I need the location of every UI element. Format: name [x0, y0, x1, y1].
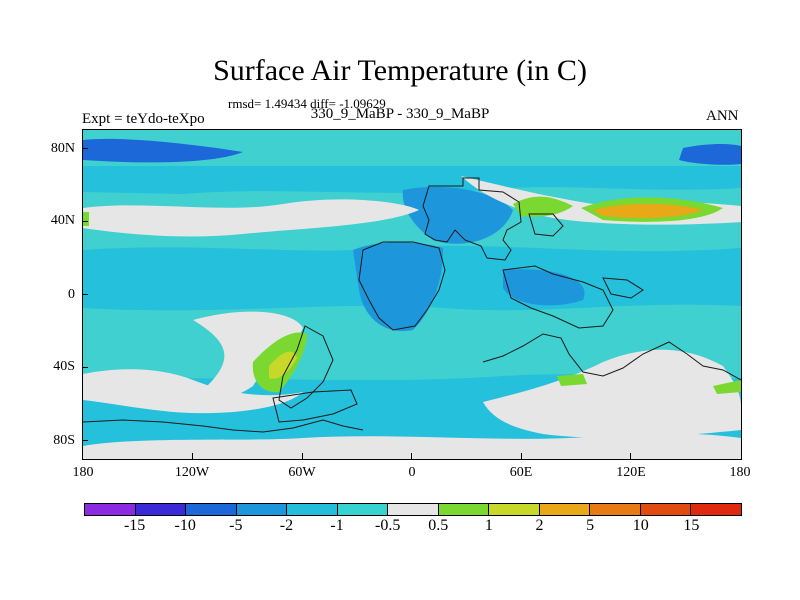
colorbar-label: -10: [174, 517, 196, 534]
colorbar-box-9: [539, 504, 591, 515]
north-pacific-neutral: [83, 199, 419, 237]
x-tick-mark-60w: [302, 453, 303, 459]
central-asia-warm: [513, 196, 573, 217]
colorbar-label: 10: [632, 517, 649, 534]
colorbar-box-11: [640, 504, 692, 515]
coastline-europe: [422, 177, 522, 261]
southern-ocean-neutral-east: [483, 349, 741, 438]
x-tick-180e: 180: [729, 465, 751, 480]
colorbar-box-12: [691, 504, 741, 515]
continent-interior-c: [503, 269, 585, 306]
y-tick-40s: 40S: [53, 359, 75, 374]
colorbar-box-10: [590, 504, 641, 515]
colorbar-box-5: [337, 504, 389, 515]
coastline-south-tip: [272, 389, 358, 423]
south-pacific-neutral: [193, 311, 303, 398]
coastline-islands: [602, 277, 644, 299]
y-tick-mark-40s: [82, 367, 88, 368]
x-tick-180w: 180: [72, 465, 94, 480]
coastline-antarctica-west: [83, 419, 364, 433]
coastline-south-america: [278, 325, 334, 409]
x-tick-mark-120e: [630, 453, 631, 459]
y-tick-80s: 80S: [53, 433, 75, 448]
coastline-africa: [358, 241, 446, 331]
y-tick-equator: 0: [68, 287, 75, 302]
west-edge-green: [83, 212, 89, 226]
plot-subtitle: 330_9_MaBP - 330_9_MaBP: [310, 106, 490, 122]
colorbar-box-7: [438, 504, 490, 515]
colorbar-label: -5: [229, 517, 243, 534]
x-tick-mark-120w: [192, 453, 193, 459]
season-label: ANN: [706, 108, 739, 124]
x-tick-120w: 120W: [174, 465, 210, 480]
colorbar-label: -2: [279, 517, 294, 534]
anomaly-map: [83, 130, 741, 459]
colorbar-label: 2: [535, 517, 544, 534]
plot-title: Surface Air Temperature (in C): [213, 54, 587, 87]
x-tick-0: 0: [408, 465, 416, 480]
colorbar-box-3: [236, 504, 288, 515]
arctic-deep-west: [83, 138, 243, 163]
colorbar-label: 0.5: [428, 517, 449, 534]
coastlines: [83, 177, 741, 433]
continent-interior-b: [402, 186, 513, 244]
coastline-india-se-asia: [502, 265, 614, 329]
colorbar-label: 5: [586, 517, 595, 534]
x-tick-mark-60e: [521, 453, 522, 459]
arctic-deep-east: [679, 144, 741, 165]
colorbar-box-0: [85, 504, 136, 515]
continent-interior-a: [353, 242, 443, 332]
map-plot-area: [83, 130, 741, 459]
colorbar-label: 1: [484, 517, 493, 534]
colorbar-label: 15: [683, 517, 700, 534]
colorbar-box-8: [489, 504, 540, 515]
east-asia-hot: [593, 204, 703, 218]
colorbar-box-2: [186, 504, 237, 515]
y-tick-mark-40n: [82, 221, 88, 222]
northern-band: [83, 166, 741, 194]
y-tick-mark-80n: [82, 148, 88, 149]
colorbar-label: -1: [330, 517, 344, 534]
experiment-label: Expt = teYdo-teXpo: [82, 111, 205, 127]
y-tick-mark-equator: [82, 294, 88, 295]
x-tick-60w: 60W: [288, 465, 316, 480]
colorbar: [84, 503, 742, 516]
antarctic-neutral: [83, 433, 741, 459]
colorbar-box-4: [287, 504, 338, 515]
south-america-hot: [269, 351, 297, 379]
colorbar-box-1: [135, 504, 187, 515]
colorbar-box-6: [388, 504, 439, 515]
colorbar-label: -15: [123, 517, 146, 534]
x-tick-60e: 60E: [509, 465, 533, 480]
y-tick-mark-80s: [82, 440, 88, 441]
indian-ocean-warm: [557, 374, 587, 386]
y-tick-80n: 80N: [50, 141, 75, 156]
y-tick-40n: 40N: [50, 213, 75, 228]
coastline-antarctic-margin: [482, 333, 741, 381]
x-tick-mark-0: [411, 453, 412, 459]
x-tick-120e: 120E: [616, 465, 646, 480]
colorbar-label: -0.5: [375, 517, 401, 534]
coastline-japan-region: [528, 213, 564, 237]
east-edge-warm: [713, 380, 741, 394]
rmsd-diff-stats: rmsd= 1.49434 diff= -1.09629: [228, 96, 386, 111]
southern-ocean-neutral-west: [83, 369, 303, 414]
